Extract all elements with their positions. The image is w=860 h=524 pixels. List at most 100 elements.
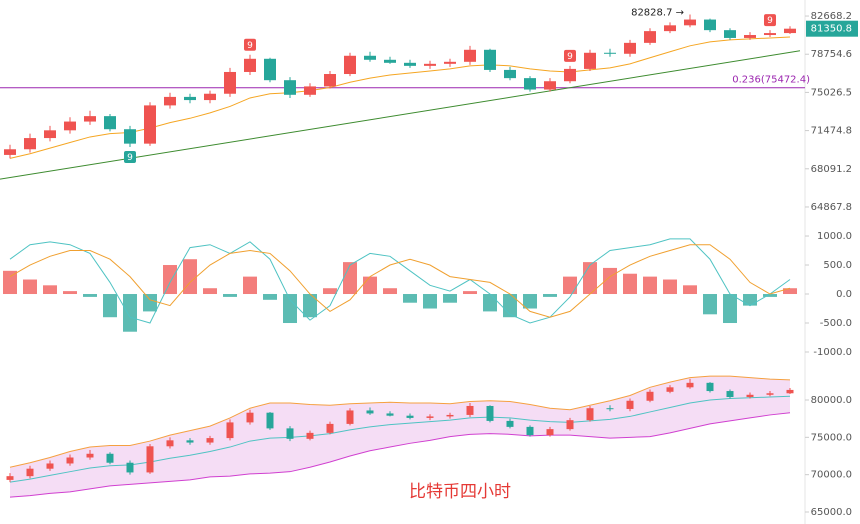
td-marker [564,49,576,62]
macd-bar [723,294,737,324]
macd-bar [263,294,277,300]
candle-body [126,462,134,473]
macd-bar [763,294,777,297]
candle-body [166,440,174,447]
candle-body [144,105,156,144]
candle-body [184,96,196,101]
macd-bar [423,294,437,309]
macd-bar [43,285,57,295]
macd-bar [743,294,757,306]
macd-bar [403,294,417,303]
dif-line [9,238,791,324]
candle-body [344,55,356,75]
candle-body [404,62,416,66]
candle-body [326,423,334,433]
y-tick-label: 75026.5 [811,87,852,98]
candle-body [686,382,694,388]
candle-body [244,58,256,72]
candle-body [4,149,16,155]
y-tick-label: 82668.2 [811,11,852,22]
candle-body [424,63,436,66]
candle-body [426,416,434,418]
trendline [0,50,801,180]
candle-body [704,19,716,31]
macd-bar [703,294,717,315]
candle-body [726,391,734,398]
candle-body [66,457,74,464]
macd-bar [563,276,577,295]
candle-body [6,476,14,480]
candle-body [124,129,136,144]
candle-body [364,55,376,60]
candle-body [264,58,276,81]
high-annotation: 82828.7 → [631,8,684,19]
candle-body [586,408,594,421]
candle-body [324,74,336,87]
candle-body [86,453,94,458]
candle-body [666,387,674,392]
td-count: 9 [127,153,133,163]
ma-line [9,36,791,159]
candle-body [606,408,614,410]
macd-bar [443,294,457,303]
candle-body [384,59,396,63]
candle-body [744,35,756,38]
candle-body [546,429,554,436]
candle-body [646,391,654,401]
macd-bar [483,294,497,312]
macd-bar [283,294,297,324]
fib-label: 0.236(75472.4) [732,75,810,86]
candle-body [624,42,636,54]
mid-band [9,395,791,483]
macd-bar [343,262,357,295]
macd-bar [303,294,317,318]
y-tick-label: 500.0 [823,260,852,271]
candle-body [566,420,574,430]
y-tick-label: 0.0 [836,289,852,300]
candle-body [524,78,536,90]
y-tick-label: 68091.2 [811,164,852,175]
y-tick-label: 78754.6 [811,49,852,60]
y-tick-label: -1000.0 [813,347,852,358]
candle-body [164,96,176,106]
last-price: 81350.8 [811,24,852,35]
macd-bar [623,273,637,295]
candle-body [266,412,274,429]
macd-bar [383,288,397,295]
y-tick-label: 65000.0 [811,507,852,518]
td-count: 9 [247,41,253,51]
candle-body [644,31,656,43]
candle-body [206,438,214,443]
candle-body [346,410,354,424]
macd-bar [543,294,557,297]
td-marker [244,38,256,51]
td-marker [124,151,136,164]
macd-bar [123,294,137,332]
candle-body [186,440,194,443]
macd-bar [243,276,257,295]
td-count: 9 [767,16,773,26]
candle-body [706,382,714,392]
candle-body [466,405,474,415]
candle-body [486,405,494,421]
candle-body [724,30,736,38]
td-marker [764,14,776,27]
candle-body [304,86,316,95]
candle-body [784,28,796,34]
y-tick-label: 64867.8 [811,202,852,213]
candle-body [786,389,794,394]
candle-body [484,49,496,70]
candle-body [286,428,294,439]
candle-body [106,453,114,463]
macd-bar [363,276,377,295]
candle-body [526,426,534,436]
macd-bar [223,294,237,297]
candle-body [564,68,576,82]
candle-body [604,52,616,54]
candle-body [64,121,76,131]
candle-body [664,25,676,32]
macd-bar [3,270,17,295]
candle-body [146,446,154,473]
candle-body [24,138,36,150]
